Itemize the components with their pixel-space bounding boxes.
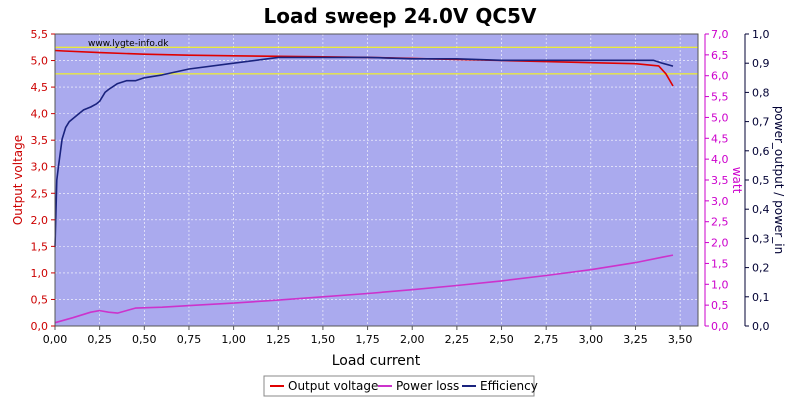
left-tick-label: 1,5 (31, 240, 49, 253)
watt-tick-label: 4,5 (711, 132, 729, 145)
efficiency-tick-label: 0,4 (752, 203, 770, 216)
efficiency-tick-label: 0,1 (752, 291, 770, 304)
left-tick-label: 5,0 (31, 55, 49, 68)
left-tick-label: 4,5 (31, 81, 49, 94)
left-tick-label: 1,0 (31, 267, 49, 280)
efficiency-tick-label: 0,3 (752, 232, 770, 245)
watt-tick-label: 6,0 (711, 70, 729, 83)
x-axis-label: Load current (332, 353, 421, 369)
left-tick-label: 2,0 (31, 214, 49, 227)
x-tick-label: 3,25 (623, 333, 648, 346)
efficiency-tick-label: 1,0 (752, 28, 770, 41)
chart-title: Load sweep 24.0V QC5V (264, 4, 537, 28)
plot-area (55, 34, 698, 326)
x-tick-label: 0,00 (43, 333, 68, 346)
plot-frame (54, 33, 699, 327)
x-tick-label: 0,50 (132, 333, 157, 346)
x-tick-label: 2,50 (489, 333, 514, 346)
watt-tick-label: 0,0 (711, 320, 729, 333)
left-tick-label: 3,0 (31, 161, 49, 174)
efficiency-tick-label: 0,6 (752, 145, 770, 158)
efficiency-tick-label: 0,8 (752, 86, 770, 99)
legend-label-output-voltage: Output voltage (288, 379, 378, 393)
left-tick-label: 0,0 (31, 320, 49, 333)
x-tick-label: 3,50 (668, 333, 693, 346)
series-line-efficiency (54, 56, 674, 248)
watt-tick-label: 1,0 (711, 278, 729, 291)
x-tick-label: 2,00 (400, 333, 425, 346)
watt-tick-label: 5,5 (711, 91, 729, 104)
efficiency-tick-label: 0,5 (752, 174, 770, 187)
watt-tick-label: 7,0 (711, 28, 729, 41)
left-axis-ticks: 0,0 0,5 1,0 1,5 2,0 2,5 3,0 3,5 4,0 4,5 5,0 5,5 (31, 28, 55, 333)
legend-label-efficiency: Efficiency (480, 379, 538, 393)
watt-tick-label: 4,0 (711, 153, 729, 166)
x-tick-label: 1,00 (221, 333, 246, 346)
watt-tick-label: 6,5 (711, 49, 729, 62)
watt-axis-ticks: 0,0 0,5 1,0 1,5 2,0 2,5 3,0 3,5 4,0 4,5 5,0 5,5 6,0 6… (705, 28, 729, 333)
left-tick-label: 3,5 (31, 134, 49, 147)
x-tick-label: 1,25 (266, 333, 291, 346)
reference-lines (55, 46, 698, 75)
left-tick-label: 5,5 (31, 28, 49, 41)
legend: Output voltage Power loss Efficiency (263, 375, 538, 397)
x-tick-label: 1,75 (355, 333, 380, 346)
watt-axis-label: watt (730, 167, 744, 194)
efficiency-axis-ticks: 0,0 0,1 0,2 0,3 0,4 0,5 0,6 0,7 0,8 0,9 1,0 (745, 28, 770, 333)
x-tick-label: 0,75 (177, 333, 202, 346)
watermark: www.lygte-info.dk (88, 39, 169, 49)
left-tick-label: 4,0 (31, 108, 49, 121)
efficiency-axis-label: power_output / power_in (772, 106, 786, 254)
watt-tick-label: 2,5 (711, 216, 729, 229)
series-line-power-loss (54, 254, 674, 324)
watt-tick-label: 2,0 (711, 237, 729, 250)
watt-tick-label: 0,5 (711, 299, 729, 312)
left-tick-label: 2,5 (31, 187, 49, 200)
efficiency-tick-label: 0,9 (752, 57, 770, 70)
legend-box (263, 375, 535, 397)
x-tick-label: 3,00 (579, 333, 604, 346)
watt-tick-label: 3,0 (711, 195, 729, 208)
efficiency-tick-label: 0,7 (752, 116, 770, 129)
watt-tick-label: 3,5 (711, 174, 729, 187)
efficiency-tick-label: 0,2 (752, 262, 770, 275)
x-tick-label: 0,25 (87, 333, 112, 346)
legend-label-power-loss: Power loss (396, 379, 459, 393)
series-group (54, 49, 674, 324)
watt-tick-label: 5,0 (711, 111, 729, 124)
left-tick-label: 0,5 (31, 293, 49, 306)
left-axis-label: Output voltage (11, 135, 25, 225)
x-tick-label: 2,75 (534, 333, 559, 346)
x-axis-ticks: 0,00 0,25 0,50 0,75 1,00 1,25 1,50 1,75 2,00 2,25… (43, 326, 693, 346)
watt-tick-label: 1,5 (711, 257, 729, 270)
x-tick-label: 1,50 (311, 333, 336, 346)
x-tick-label: 2,25 (445, 333, 470, 346)
efficiency-tick-label: 0,0 (752, 320, 770, 333)
